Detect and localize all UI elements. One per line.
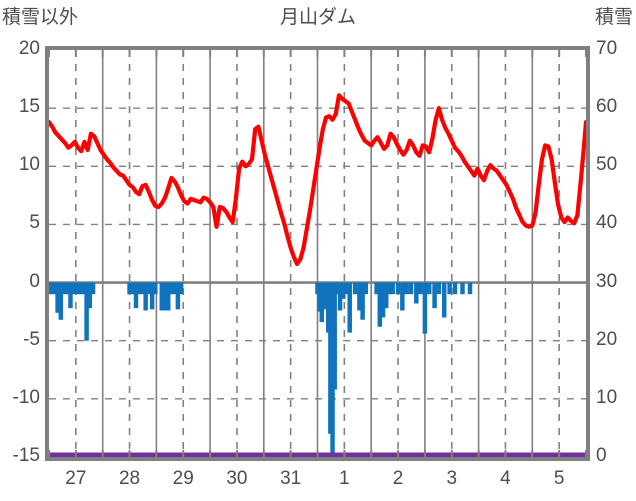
y-axis-right-tick-label: 40 [596, 212, 618, 234]
y-axis-left-tick-label: 10 [18, 154, 40, 176]
x-axis-tick-label: 4 [500, 468, 511, 489]
x-axis-tick-label: 3 [446, 468, 458, 489]
plot-inner [49, 50, 586, 457]
y-axis-left-tick-label: -10 [12, 386, 40, 408]
y-axis-right-tick-label: 30 [596, 270, 618, 292]
y-axis-right-tick-label: 0 [596, 445, 607, 466]
left-axis-label: 積雪以外 [2, 7, 79, 28]
y-axis-left-tick-label: 15 [18, 96, 40, 118]
plot-area [45, 46, 590, 461]
y-axis-right-tick-label: 70 [596, 38, 618, 59]
x-axis-tick-label: 5 [553, 468, 565, 489]
right-axis-label: 積雪 [594, 7, 633, 28]
y-axis-left-tick-label: 20 [18, 38, 40, 59]
precipitation-bars [49, 282, 473, 457]
axis-tick-marks [49, 50, 586, 457]
rainfall-line [49, 93, 586, 267]
x-axis-tick-label: 31 [280, 468, 302, 489]
x-axis-tick-label: 29 [172, 468, 194, 489]
y-axis-left-tick-label: 0 [29, 270, 40, 292]
x-axis-tick-label: 2 [392, 468, 404, 489]
x-axis-tick-label: 30 [226, 468, 248, 489]
y-axis-left-tick-label: -15 [12, 445, 40, 466]
gridlines [49, 50, 586, 457]
x-axis-tick-label: 28 [118, 468, 141, 489]
y-axis-right-tick-label: 10 [596, 386, 618, 408]
y-axis-left-tick-label: -5 [23, 328, 40, 350]
chart-canvas [49, 50, 586, 457]
x-axis-tick-label: 1 [339, 468, 350, 489]
x-axis-tick-label: 27 [65, 468, 87, 489]
y-axis-right-tick-label: 20 [596, 328, 618, 350]
y-axis-right-tick-label: 50 [596, 154, 618, 176]
chart-title: 月山ダム [279, 7, 356, 28]
y-axis-left-tick-label: 5 [29, 212, 40, 234]
y-axis-right-tick-label: 60 [596, 96, 618, 118]
